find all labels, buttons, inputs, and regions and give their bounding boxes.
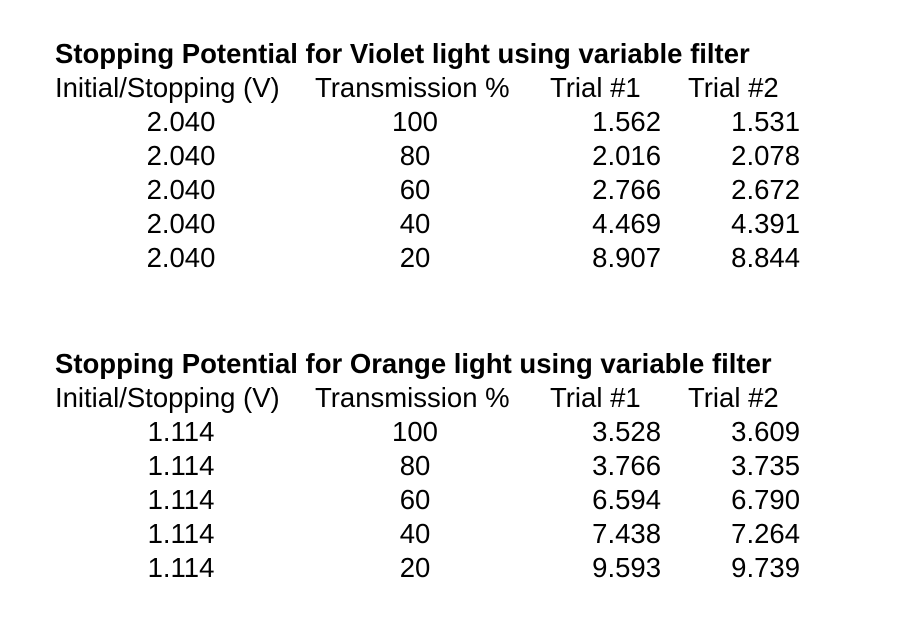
data-table-violet: Initial/Stopping (V) Transmission % Tria…: [55, 71, 898, 275]
column-header-initial-stopping: Initial/Stopping (V): [55, 72, 280, 103]
data-table-orange: Initial/Stopping (V) Transmission % Tria…: [55, 381, 898, 585]
table-title-orange: Stopping Potential for Orange light usin…: [55, 348, 772, 379]
table-cell: 2.040: [146, 208, 216, 239]
table-cell: 1.114: [147, 450, 215, 481]
column-header-initial-stopping: Initial/Stopping (V): [55, 382, 280, 413]
table-cell: 2.672: [731, 174, 800, 205]
table-cell: 8.844: [731, 242, 800, 273]
column-header-trial-2: Trial #2: [688, 382, 779, 413]
table-cell: 1.114: [147, 484, 215, 515]
table-cell: 2.766: [592, 174, 661, 205]
table-cell: 40: [399, 518, 431, 549]
column-header-trial-1: Trial #1: [550, 382, 641, 413]
table-cell: 8.907: [592, 242, 661, 273]
table-cell: 100: [392, 106, 438, 137]
table-cell: 20: [399, 552, 431, 583]
table-cell: 1.114: [147, 416, 215, 447]
table-cell: 80: [399, 140, 431, 171]
table-cell: 1.114: [147, 552, 215, 583]
table-cell: 20: [399, 242, 431, 273]
table-cell: 40: [399, 208, 431, 239]
table-cell: 4.391: [731, 208, 800, 239]
table-cell: 60: [399, 484, 431, 515]
table-cell: 2.040: [146, 140, 216, 171]
column-header-transmission: Transmission %: [315, 382, 510, 413]
table-section-violet: Stopping Potential for Violet light usin…: [0, 37, 898, 275]
table-cell: 7.438: [592, 518, 661, 549]
column-header-trial-1: Trial #1: [550, 72, 641, 103]
column-header-trial-2: Trial #2: [688, 72, 779, 103]
table-cell: 100: [392, 416, 438, 447]
table-cell: 9.739: [731, 552, 800, 583]
table-cell: 60: [399, 174, 431, 205]
table-cell: 9.593: [592, 552, 661, 583]
table-cell: 3.735: [731, 450, 800, 481]
table-cell: 6.594: [592, 484, 661, 515]
table-cell: 3.609: [731, 416, 800, 447]
table-cell: 3.766: [592, 450, 661, 481]
table-cell: 2.040: [146, 242, 216, 273]
table-cell: 1.114: [147, 518, 215, 549]
column-header-transmission: Transmission %: [315, 72, 510, 103]
table-cell: 1.562: [592, 106, 661, 137]
table-cell: 2.040: [146, 106, 216, 137]
table-title-violet: Stopping Potential for Violet light usin…: [55, 38, 750, 69]
table-cell: 2.040: [146, 174, 216, 205]
table-cell: 6.790: [731, 484, 800, 515]
table-cell: 1.531: [731, 106, 800, 137]
table-cell: 7.264: [731, 518, 800, 549]
table-cell: 2.078: [731, 140, 800, 171]
table-cell: 3.528: [592, 416, 661, 447]
table-section-orange: Stopping Potential for Orange light usin…: [0, 347, 898, 585]
table-cell: 80: [399, 450, 431, 481]
table-cell: 2.016: [592, 140, 661, 171]
table-cell: 4.469: [592, 208, 661, 239]
